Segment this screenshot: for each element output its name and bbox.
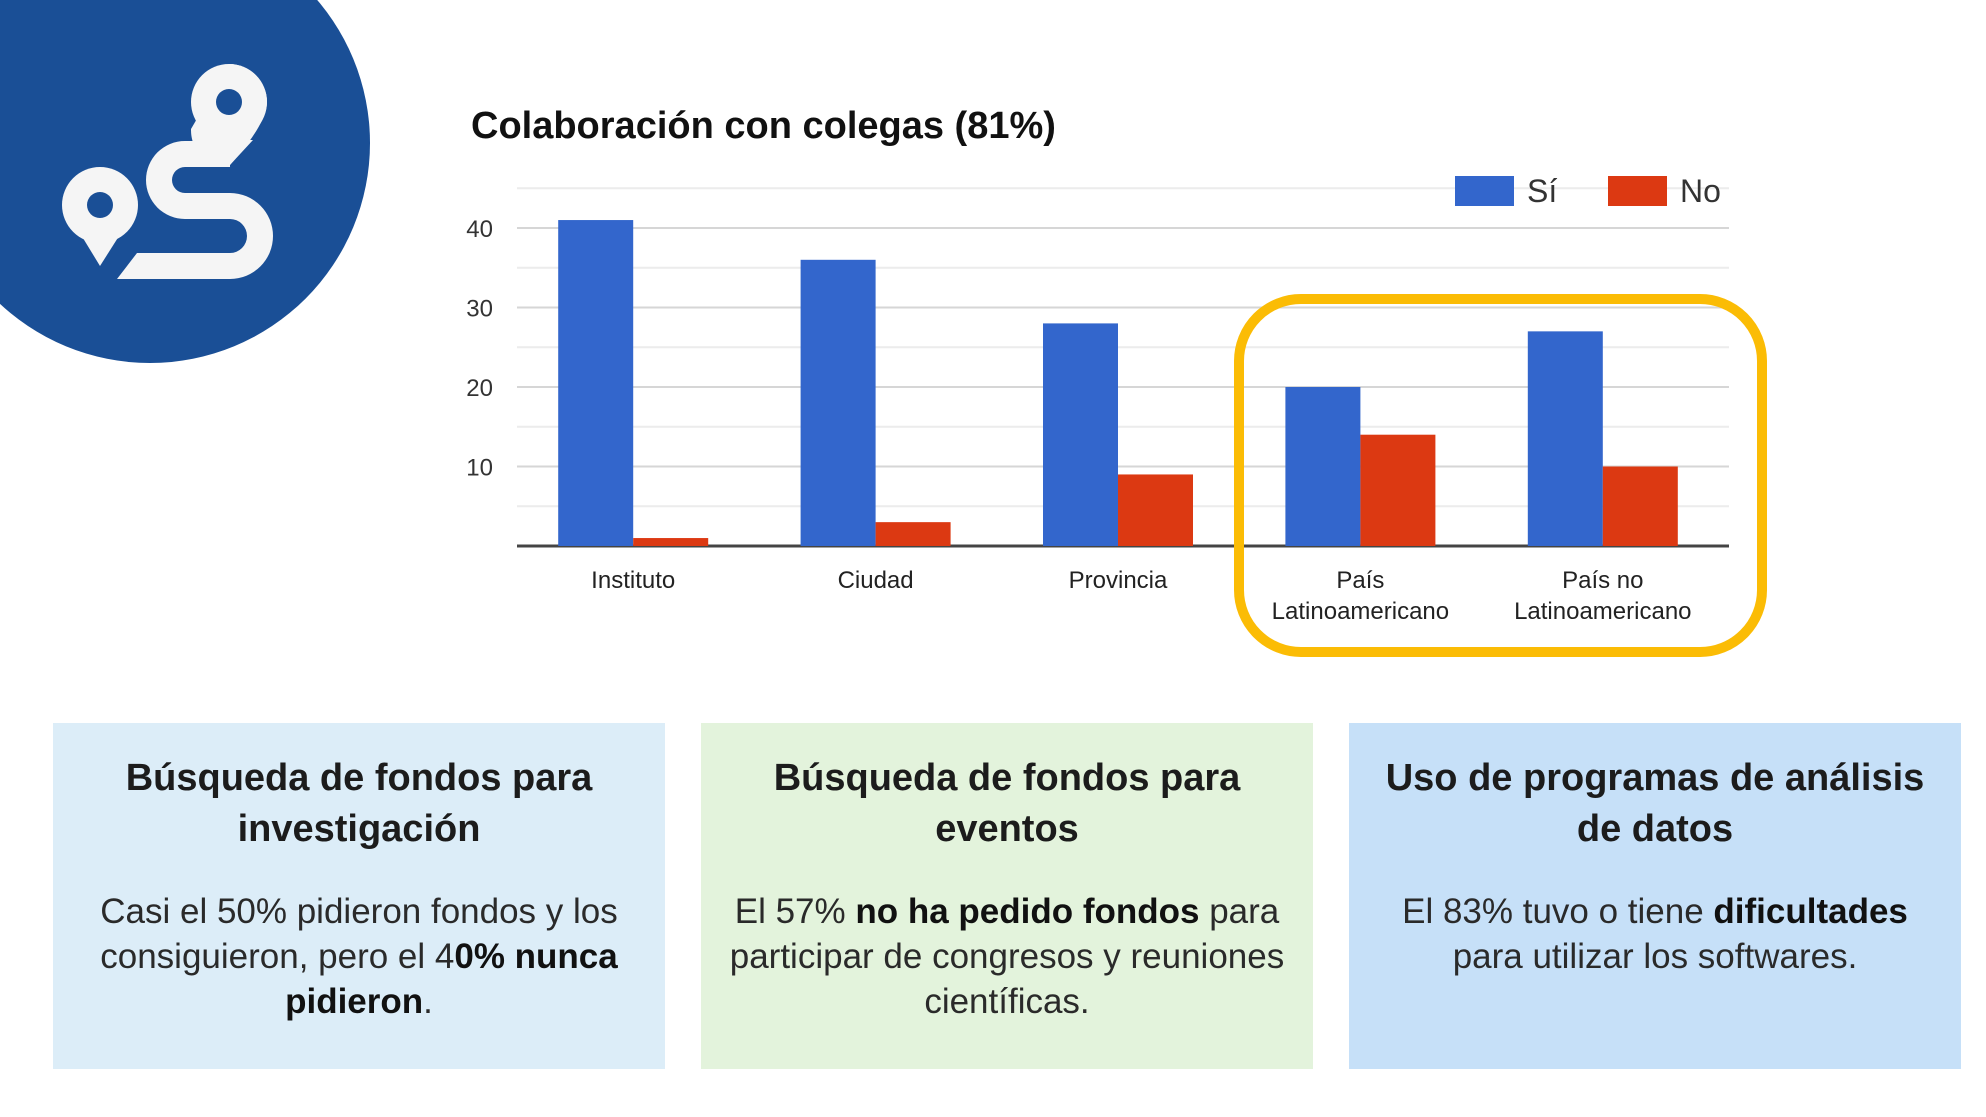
card-body: El 57% no ha pedido fondos para particip… bbox=[721, 889, 1293, 1024]
bar-chart: Colaboración con colegas (81%) Instituto… bbox=[466, 105, 1767, 657]
y-tick-label: 40 bbox=[466, 216, 493, 243]
card-body-text: El 83% tuvo o tiene bbox=[1402, 892, 1714, 931]
chart-title: Colaboración con colegas (81%) bbox=[471, 105, 1056, 147]
card-body-text: El 57% bbox=[734, 892, 856, 931]
card-body-text: para participar de congresos y reuniones… bbox=[729, 892, 1285, 1021]
legend-label: No bbox=[1680, 173, 1721, 209]
bar-si-3 bbox=[1285, 387, 1361, 546]
bar-si-4 bbox=[1527, 331, 1603, 546]
x-tick-label: País bbox=[1336, 567, 1384, 594]
x-tick-label: Latinoamericano bbox=[1272, 598, 1449, 625]
card-body-emphasis: dificultades bbox=[1713, 892, 1908, 931]
card-body-emphasis: no ha pedido fondos bbox=[855, 892, 1200, 931]
card-body-text: para utilizar los softwares. bbox=[1452, 937, 1858, 976]
bar-si-1 bbox=[800, 259, 876, 546]
y-tick-label: 10 bbox=[466, 455, 493, 482]
bar-no-3 bbox=[1360, 434, 1436, 546]
bar-si-0 bbox=[558, 220, 634, 547]
info-card-1: Búsqueda de fondos para investigación Cas… bbox=[53, 723, 665, 1069]
x-tick-label: País no bbox=[1562, 567, 1643, 594]
y-tick-label: 30 bbox=[466, 296, 493, 323]
info-card-3: Uso de programas de análisis de datos El … bbox=[1349, 723, 1961, 1069]
bar-no-2 bbox=[1118, 474, 1193, 546]
card-body-text: Casi el 50% pidieron fondos y los consig… bbox=[100, 892, 618, 976]
card-body: Casi el 50% pidieron fondos y los consig… bbox=[73, 889, 645, 1024]
x-tick-label: Instituto bbox=[591, 567, 675, 594]
y-tick-label: 20 bbox=[466, 375, 493, 402]
card-title: Búsqueda de fondos para eventos bbox=[773, 757, 1241, 850]
card-title: Búsqueda de fondos para investigación bbox=[125, 757, 593, 850]
bar-no-0 bbox=[633, 538, 709, 546]
legend-label: Sí bbox=[1527, 173, 1557, 209]
legend-swatch-1 bbox=[1608, 176, 1667, 206]
card-title: Uso de programas de análisis de datos bbox=[1385, 757, 1925, 850]
x-tick-label: Provincia bbox=[1069, 567, 1168, 594]
bar-no-4 bbox=[1602, 466, 1678, 546]
logo-circle bbox=[0, 0, 370, 363]
bar-si-2 bbox=[1043, 323, 1118, 546]
card-body-emphasis: 0% nunca pidieron bbox=[285, 937, 618, 1021]
info-card-2: Búsqueda de fondos para eventos El 57% no… bbox=[701, 723, 1313, 1069]
legend-swatch-0 bbox=[1455, 176, 1514, 206]
x-tick-label: Latinoamericano bbox=[1514, 598, 1691, 625]
card-body-text: . bbox=[423, 982, 433, 1021]
x-tick-label: Ciudad bbox=[838, 567, 914, 594]
bar-no-1 bbox=[875, 522, 951, 546]
highlight-box bbox=[1234, 294, 1767, 657]
card-body: El 83% tuvo o tiene dificultades para ut… bbox=[1369, 889, 1941, 979]
